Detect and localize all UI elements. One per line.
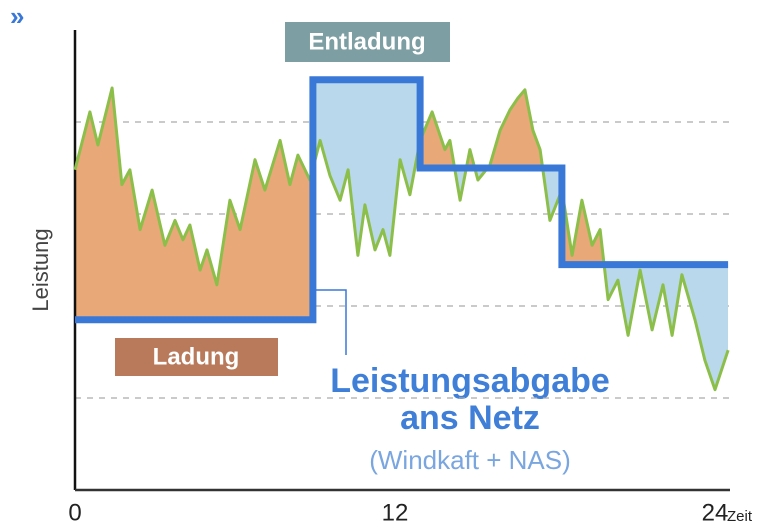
wind-line xyxy=(73,86,730,392)
x-axis-label: Zeit xyxy=(727,508,753,525)
x-tick-label: 12 xyxy=(382,499,409,526)
nav-icon[interactable]: » xyxy=(10,1,24,31)
leader-line xyxy=(315,289,347,355)
x-tick-label: 24 xyxy=(702,499,729,526)
annotation: Entladung xyxy=(308,28,425,55)
series-note: (Windkaft + NAS) xyxy=(369,445,571,475)
annotation-box xyxy=(285,22,450,62)
annotation-box xyxy=(115,338,278,376)
y-axis-label: Leistung xyxy=(28,228,53,311)
series-label: ans Netz xyxy=(400,399,540,437)
annotation: Ladung xyxy=(153,343,240,370)
grid-output-line xyxy=(75,76,729,324)
x-tick-label: 0 xyxy=(68,499,81,526)
series-label: Leistungsabgabe xyxy=(330,362,610,400)
